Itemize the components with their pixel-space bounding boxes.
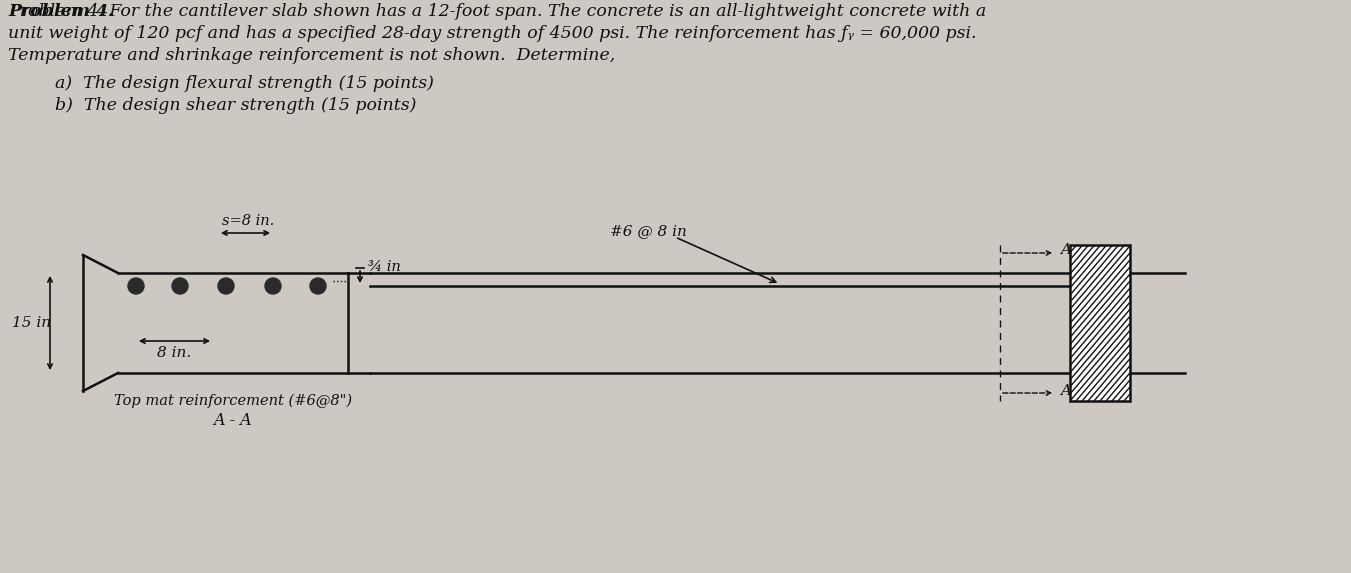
Text: Problem 4.: Problem 4. [8,3,113,20]
Text: A - A: A - A [213,412,253,429]
Circle shape [309,278,326,294]
Text: b)  The design shear strength (15 points): b) The design shear strength (15 points) [55,97,416,114]
Circle shape [172,278,188,294]
Text: s=8 in.: s=8 in. [222,214,274,228]
Circle shape [265,278,281,294]
Bar [1070,245,1129,401]
Text: #6 @ 8 in: #6 @ 8 in [611,224,686,238]
Text: 8 in.: 8 in. [157,346,192,360]
Text: a)  The design flexural strength (15 points): a) The design flexural strength (15 poin… [55,75,434,92]
Text: 15 in: 15 in [12,316,51,330]
Circle shape [128,278,145,294]
Circle shape [218,278,234,294]
Text: Temperature and shrinkage reinforcement is not shown.  Determine,: Temperature and shrinkage reinforcement … [8,47,615,64]
Text: ¾ in: ¾ in [367,260,401,274]
Text: Problem 4. For the cantilever slab shown has a 12-foot span. The concrete is an : Problem 4. For the cantilever slab shown… [8,3,986,20]
Text: Top mat reinforcement (#6@8"): Top mat reinforcement (#6@8") [113,394,353,408]
Text: A: A [1061,384,1071,398]
Text: A: A [1061,243,1071,257]
Text: unit weight of 120 pcf and has a specified 28-day strength of 4500 psi. The rein: unit weight of 120 pcf and has a specifi… [8,25,977,42]
